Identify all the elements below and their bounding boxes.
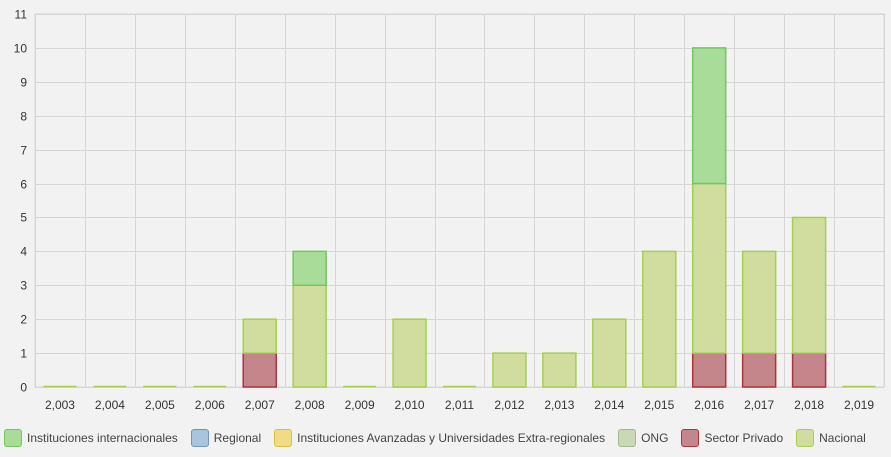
x-axis-ticks: 2,003 2,004 2,005 2,006 2,007 2,008 2,009 2,010… [45, 398, 874, 412]
legend-swatch [618, 429, 637, 447]
x-tick-label: 2,012 [494, 398, 524, 412]
legend-item[interactable]: ONG [618, 429, 668, 447]
bar-segment [592, 318, 627, 388]
legend-item[interactable]: Sector Privado [681, 429, 783, 447]
y-tick-label: 8 [20, 110, 27, 124]
bar-segment [691, 352, 727, 388]
legend-item[interactable]: Nacional [796, 429, 866, 447]
legend-label: Regional [213, 431, 262, 445]
x-tick-label: 2,015 [644, 398, 674, 412]
x-tick-label: 2,019 [844, 398, 874, 412]
bar-segment [741, 352, 777, 388]
legend-label: Sector Privado [704, 431, 784, 445]
bars [43, 47, 876, 388]
y-axis-ticks: 0 1 2 3 4 5 6 7 8 9 10 11 [14, 8, 28, 395]
bar-segment [691, 47, 727, 185]
x-tick-label: 2,004 [95, 398, 125, 412]
bar-segment [542, 352, 577, 388]
bar-segment [791, 216, 827, 354]
legend-swatch [681, 429, 700, 447]
x-tick-label: 2,011 [445, 398, 474, 412]
bar-segment [492, 352, 527, 388]
y-tick-label: 2 [20, 313, 27, 327]
y-tick-label: 1 [20, 347, 27, 361]
legend-label: ONG [641, 431, 669, 445]
legend: Instituciones internacionales Regional Ins… [4, 428, 889, 448]
legend-item[interactable]: Instituciones internacionales [4, 429, 178, 447]
x-tick-label: 2,009 [345, 398, 375, 412]
bar-segment [292, 284, 327, 388]
y-tick-label: 10 [14, 42, 28, 56]
bar-segment [642, 250, 677, 388]
bar-segment [242, 352, 277, 388]
bar-segment [242, 318, 277, 354]
bar-segment [292, 250, 327, 287]
y-tick-label: 7 [20, 144, 27, 158]
y-tick-label: 9 [20, 76, 27, 90]
x-tick-label: 2,016 [694, 398, 724, 412]
x-tick-label: 2,018 [794, 398, 824, 412]
bar-segment [741, 250, 777, 354]
bar-segment [691, 182, 727, 354]
stacked-bar-chart: 0 1 2 3 4 5 6 7 8 9 10 11 2,003 2,004 2,005 2,006 2,007… [14, 8, 885, 412]
x-tick-label: 2,014 [594, 398, 624, 412]
legend-label: Instituciones internacionales [27, 431, 178, 445]
legend-swatch [190, 429, 209, 447]
x-tick-label: 2,005 [145, 398, 175, 412]
x-tick-label: 2,013 [544, 398, 574, 412]
legend-label: Instituciones Avanzadas y Universidades … [297, 431, 606, 445]
x-tick-label: 2,007 [245, 398, 275, 412]
bar-segment [392, 318, 427, 388]
x-tick-label: 2,006 [195, 398, 225, 412]
x-tick-label: 2,017 [744, 398, 774, 412]
y-tick-label: 3 [20, 279, 27, 293]
y-tick-label: 5 [20, 211, 27, 225]
legend-swatch [796, 429, 815, 447]
legend-item[interactable]: Regional [190, 429, 262, 447]
x-tick-label: 2,010 [395, 398, 425, 412]
y-tick-label: 6 [20, 178, 27, 192]
y-tick-label: 11 [15, 8, 28, 22]
y-tick-label: 4 [20, 245, 27, 259]
legend-item[interactable]: Instituciones Avanzadas y Universidades … [274, 429, 605, 447]
legend-label: Nacional [819, 431, 866, 445]
bar-segment [791, 352, 827, 388]
y-tick-label: 0 [20, 381, 27, 395]
x-tick-label: 2,003 [45, 398, 75, 412]
legend-swatch [274, 429, 293, 447]
x-tick-label: 2,008 [295, 398, 325, 412]
legend-swatch [4, 429, 22, 447]
